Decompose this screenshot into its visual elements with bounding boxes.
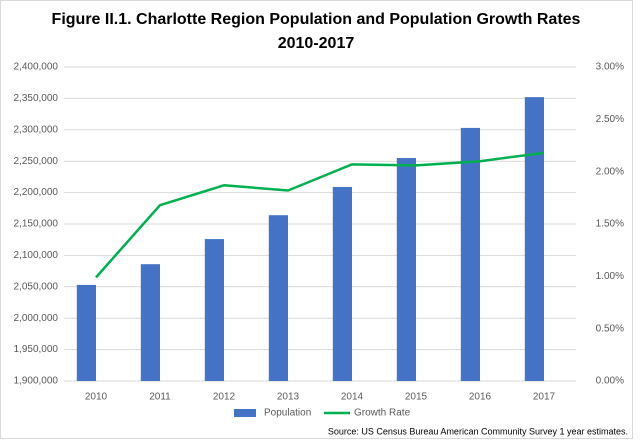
y-tick-label: 2,200,000 <box>14 187 59 198</box>
x-tick-label: 2011 <box>149 392 171 403</box>
y2-tick-label: 2.50% <box>596 114 624 125</box>
bar <box>524 97 544 382</box>
y-tick-label: 2,150,000 <box>14 219 59 230</box>
x-tick-label: 2013 <box>277 392 300 403</box>
bar <box>268 215 288 381</box>
bar <box>76 284 96 381</box>
x-tick-label: 2010 <box>85 392 108 403</box>
y-tick-label: 2,100,000 <box>14 250 59 261</box>
bar <box>460 127 480 381</box>
x-tick-label: 2014 <box>341 392 364 403</box>
bar <box>332 186 352 381</box>
legend-label: Growth Rate <box>354 408 411 419</box>
y-tick-label: 2,300,000 <box>14 124 59 135</box>
y-tick-label: 2,350,000 <box>14 93 59 104</box>
y-tick-label: 2,000,000 <box>14 313 59 324</box>
legend-label: Population <box>264 408 311 419</box>
line-series <box>95 151 545 279</box>
bar <box>140 264 160 381</box>
source-note: Source: US Census Bureau American Commun… <box>328 426 628 436</box>
chart-title: Figure II.1. Charlotte Region Population… <box>52 11 581 28</box>
x-tick-label: 2017 <box>533 392 556 403</box>
chart-subtitle: 2010-2017 <box>278 35 355 52</box>
y-tick-label: 2,050,000 <box>14 281 59 292</box>
y-tick-label: 1,900,000 <box>14 376 59 387</box>
legend-swatch <box>234 409 256 417</box>
x-tick-label: 2015 <box>405 392 428 403</box>
y2-tick-label: 1.50% <box>596 219 624 230</box>
y2-tick-label: 3.00% <box>596 62 624 73</box>
y2-tick-label: 0.00% <box>596 376 624 387</box>
bar <box>204 239 224 381</box>
bar <box>396 158 416 381</box>
y2-tick-label: 1.00% <box>596 271 624 282</box>
y2-tick-label: 2.00% <box>596 166 624 177</box>
x-tick-label: 2012 <box>213 392 236 403</box>
y2-tick-label: 0.50% <box>596 323 624 334</box>
x-tick-label: 2016 <box>469 392 492 403</box>
y-tick-label: 1,950,000 <box>14 344 59 355</box>
y-tick-label: 2,250,000 <box>14 156 59 167</box>
y-tick-label: 2,400,000 <box>14 62 59 73</box>
